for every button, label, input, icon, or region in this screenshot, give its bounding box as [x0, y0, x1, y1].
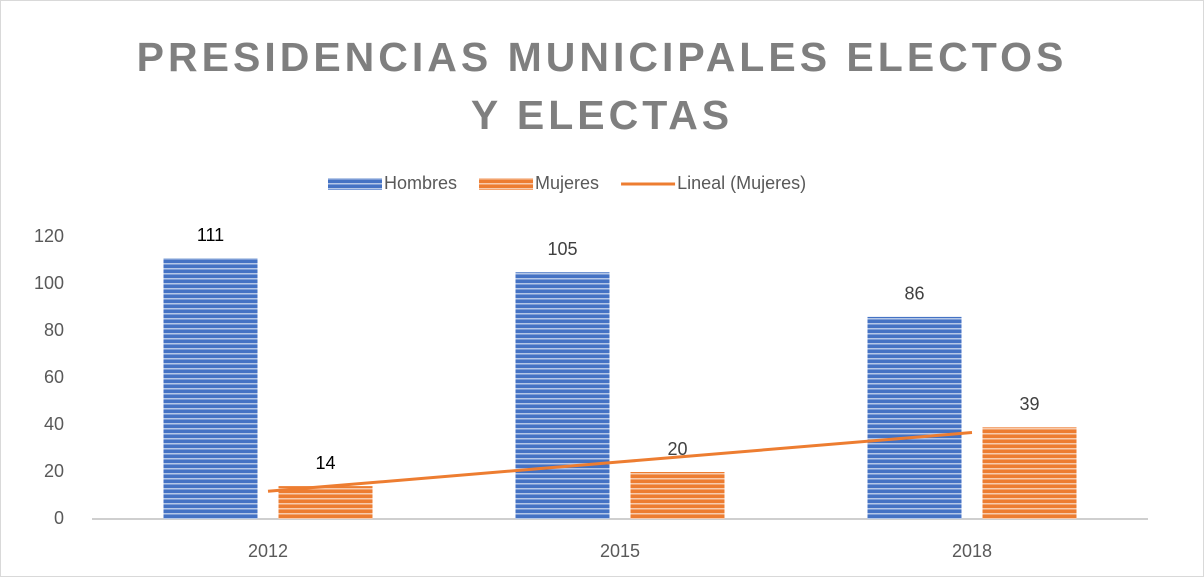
bar [278, 486, 373, 519]
y-tick-label: 20 [44, 461, 64, 481]
x-tick-label: 2018 [952, 541, 992, 561]
data-label: 20 [667, 439, 687, 459]
bar [630, 472, 725, 519]
y-tick-label: 0 [54, 508, 64, 528]
x-tick-label: 2012 [248, 541, 288, 561]
y-tick-label: 100 [34, 273, 64, 293]
data-label: 111 [197, 225, 224, 245]
y-tick-label: 120 [34, 226, 64, 246]
data-label: 105 [547, 239, 577, 259]
trend-line [267, 431, 973, 493]
y-tick-label: 80 [44, 320, 64, 340]
bar [982, 427, 1077, 519]
bar [515, 272, 610, 519]
chart-title: PRESIDENCIAS MUNICIPALES ELECTOS Y ELECT… [136, 34, 1068, 138]
legend-label: Mujeres [535, 173, 599, 193]
bar [163, 258, 258, 519]
y-tick-label: 60 [44, 367, 64, 387]
bar [867, 316, 962, 519]
legend-swatch [479, 178, 534, 190]
data-label: 14 [315, 453, 335, 473]
data-label: 39 [1019, 394, 1039, 414]
x-tick-label: 2015 [600, 541, 640, 561]
legend-label: Hombres [384, 173, 457, 193]
legend-swatch [328, 178, 382, 190]
legend-label: Lineal (Mujeres) [677, 173, 806, 193]
y-tick-label: 40 [44, 414, 64, 434]
data-label: 86 [904, 284, 924, 304]
